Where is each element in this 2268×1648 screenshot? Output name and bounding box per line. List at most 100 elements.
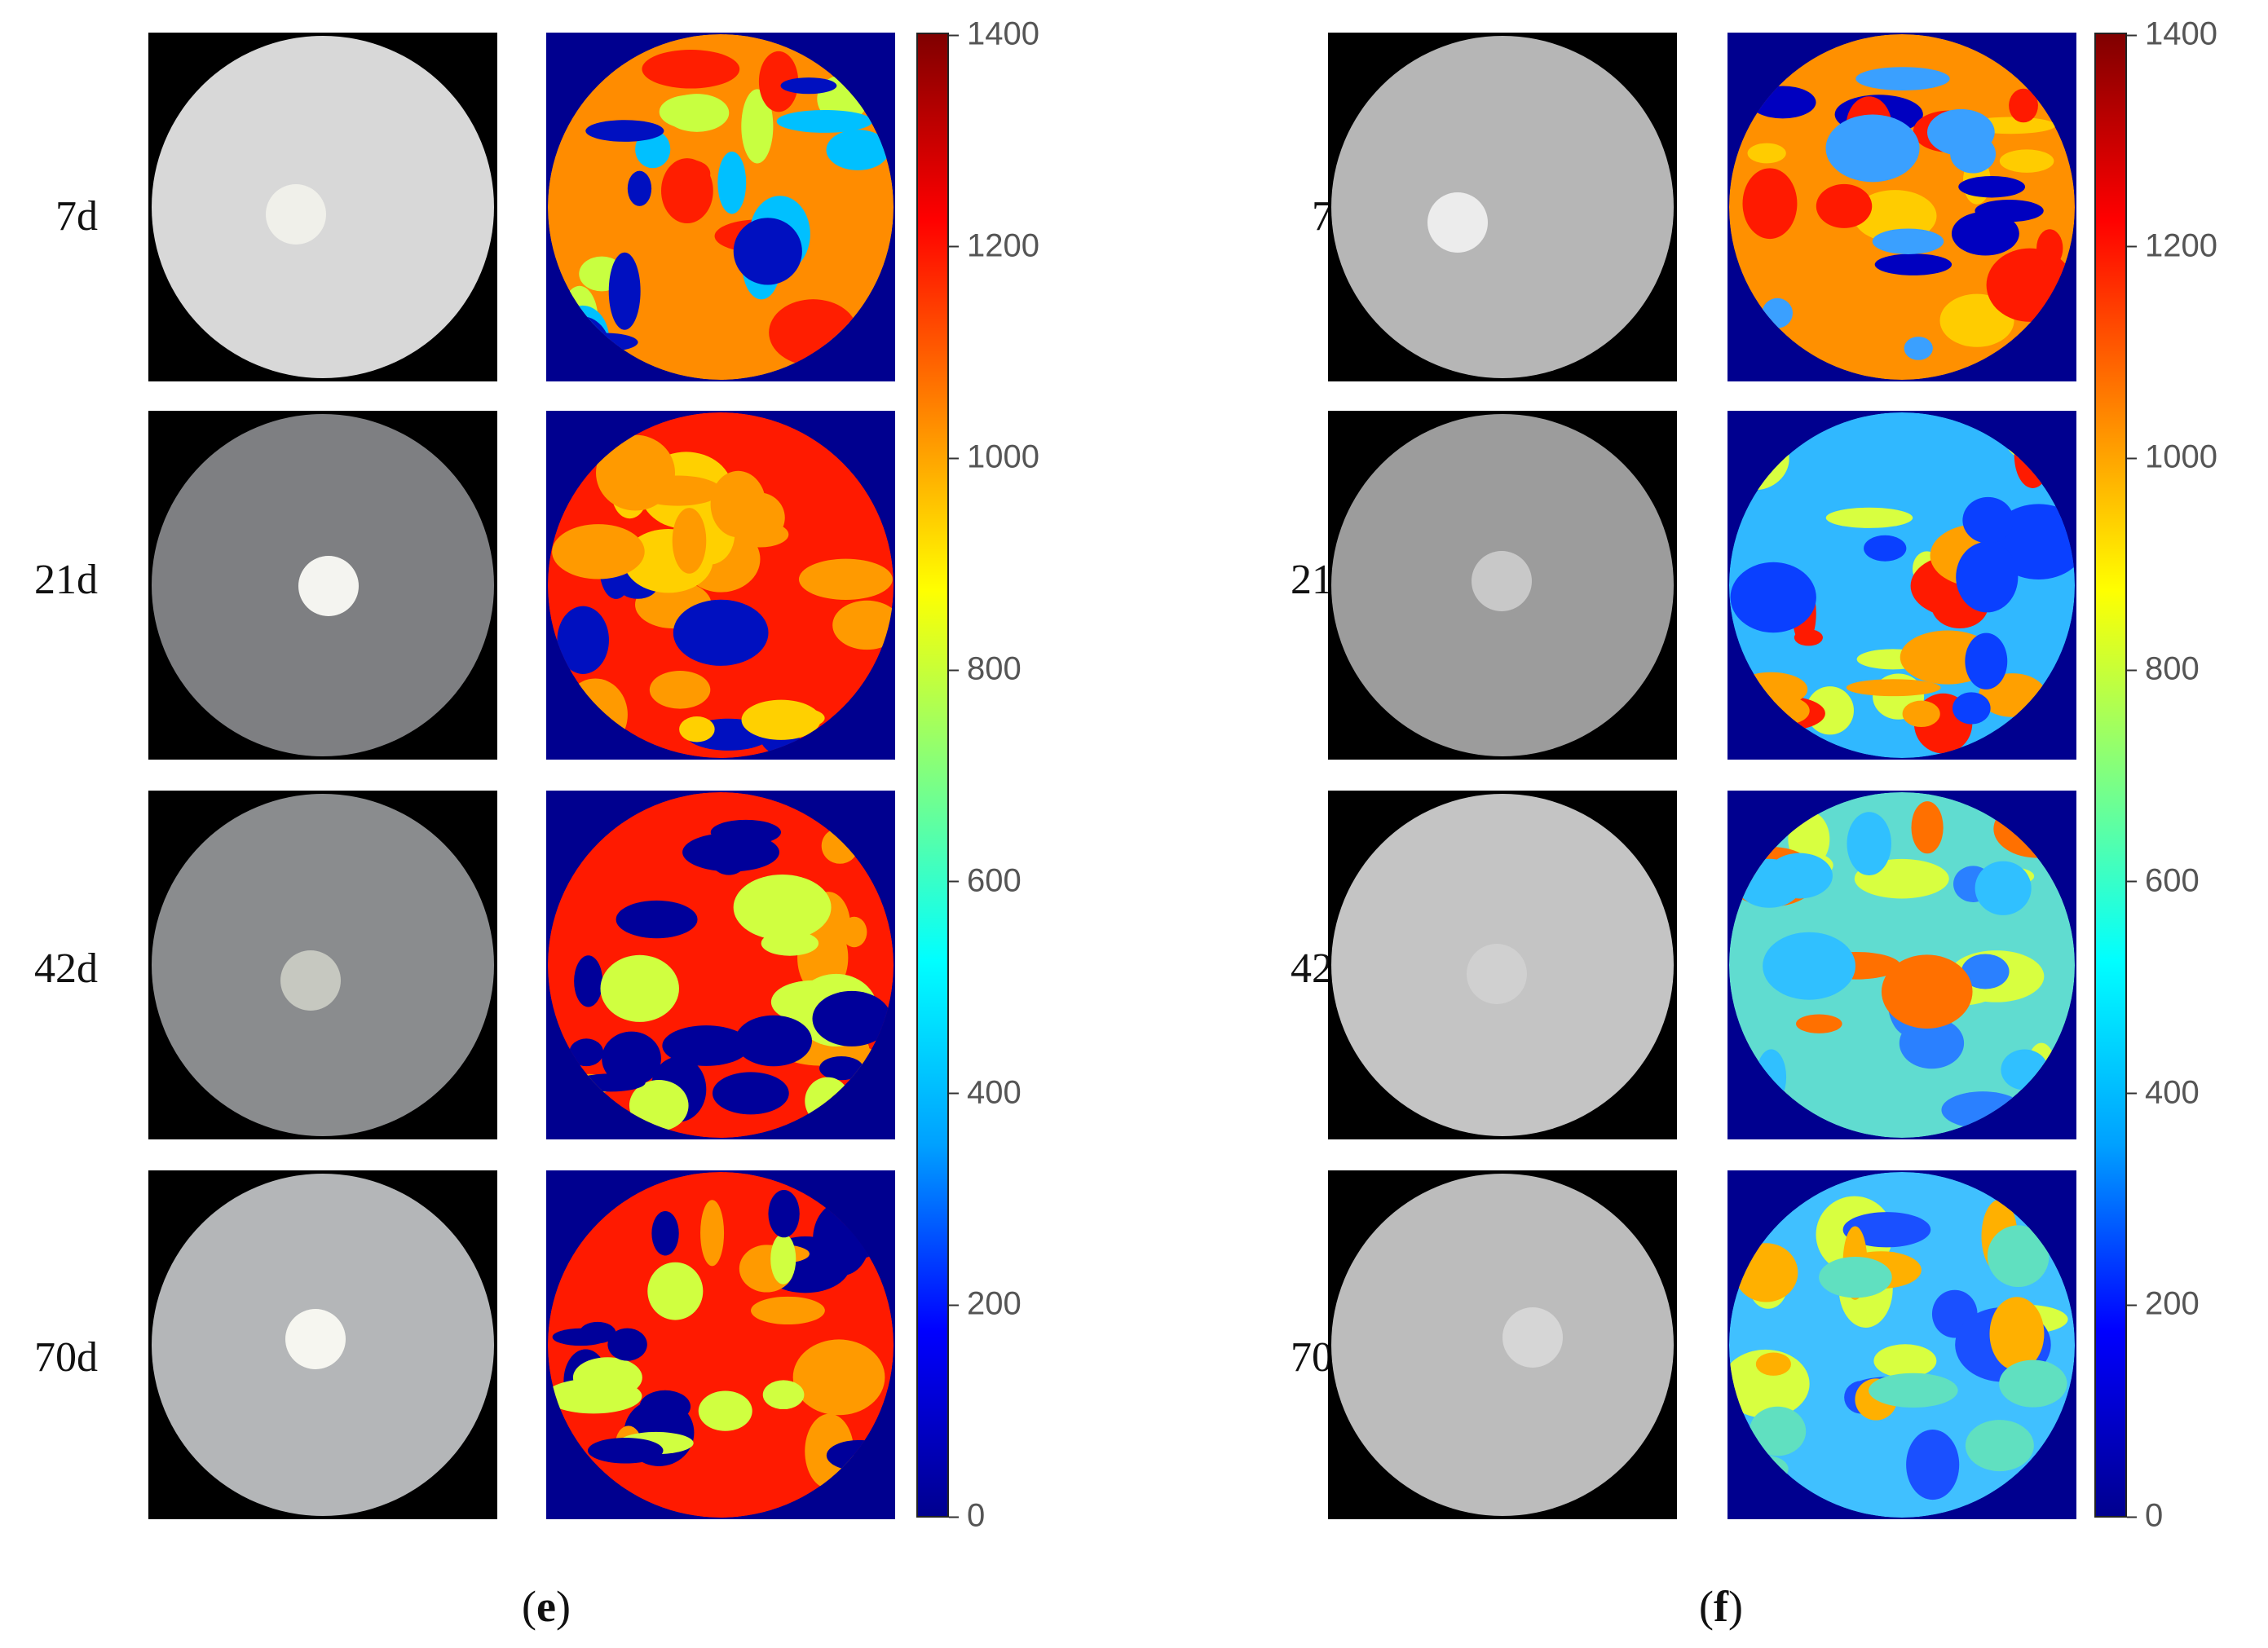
heatmap-patch (1904, 337, 1933, 360)
heatmap-patch (819, 1055, 864, 1081)
heatmap-patch (1975, 199, 2044, 223)
heatmap-patch (1965, 632, 2008, 690)
colorbar-tick-label: 200 (2127, 1285, 2200, 1322)
colorbar-ticks: 1400 1200 1000 800 600 400 200 0 (2126, 16, 2259, 1534)
petri-photo-7d (148, 33, 497, 381)
heatmap-patch (1796, 1014, 1842, 1033)
caption-close: ) (1727, 1582, 1743, 1631)
heatmap-70d (546, 1170, 895, 1519)
heatmap-patch (2001, 1049, 2049, 1091)
heatmap-patch (1755, 1352, 1791, 1376)
heatmap-patch (769, 299, 858, 366)
heatmap-patch (712, 1072, 789, 1115)
colorbar-ticks: 1400 1200 1000 800 600 400 200 0 (948, 16, 1081, 1534)
caption-open: ( (522, 1582, 537, 1631)
heatmap-patch (751, 1296, 825, 1325)
heatmap-patch (1951, 211, 2019, 256)
heatmap-patch (1756, 1049, 1787, 1105)
heatmap-patch (1747, 143, 1786, 164)
heatmap-svg (1729, 1172, 2075, 1518)
colony-core (1467, 944, 1527, 1004)
heatmap-patch (627, 170, 652, 206)
heatmap-patch (563, 678, 628, 751)
heatmap-patch (762, 1380, 805, 1410)
colony-core (1502, 1307, 1563, 1368)
heatmap-patch (574, 955, 603, 1007)
row-label-42d: 42d (34, 945, 98, 992)
heatmap-patch (1825, 114, 1920, 183)
heatmap-21d (546, 411, 895, 760)
heatmap-patch (607, 1328, 647, 1361)
colorbar (2094, 33, 2127, 1518)
heatmap-patch (1734, 1243, 1798, 1302)
heatmap-patch (826, 1439, 893, 1471)
heatmap-svg (548, 792, 894, 1138)
colorbar-tick-label: 400 (2127, 1074, 2200, 1111)
heatmap-patch (587, 1438, 664, 1464)
heatmap-patch (1819, 1256, 1892, 1298)
heatmap-patch (1842, 1212, 1931, 1248)
heatmap-patch (1911, 801, 1944, 854)
colorbar-tick-label: 1000 (949, 438, 1039, 475)
heatmap-patch (776, 109, 873, 133)
colorbar-tick-label: 600 (2127, 862, 2200, 899)
heatmap-patch (557, 606, 609, 674)
heatmap-patch (555, 305, 610, 373)
heatmap-patch (651, 1210, 679, 1256)
heatmap-42d (1727, 791, 2076, 1139)
colony-core (266, 184, 326, 245)
colony-core (280, 950, 341, 1011)
heatmap-patch (1999, 1359, 2067, 1408)
row-label-21d: 21d (34, 557, 98, 603)
heatmap-patch (741, 89, 774, 164)
heatmap-patch (805, 1077, 850, 1126)
heatmap-patch (1741, 1455, 1789, 1483)
colorbar-tick-label: 0 (2126, 1497, 2164, 1534)
heatmap-patch (600, 954, 679, 1022)
panel-f: 7d 21d 42d 70d 1400120010008006004002000… (1134, 0, 2268, 1648)
row-label-70d: 70d (34, 1334, 98, 1381)
heatmap-patch (671, 160, 711, 188)
heatmap-patch (552, 524, 645, 579)
heatmap-patch (1962, 496, 2014, 544)
heatmap-patch (548, 1378, 642, 1414)
heatmap-patch (1766, 697, 1810, 725)
petri-photo-70d (1328, 1170, 1677, 1519)
heatmap-patch (642, 50, 740, 89)
heatmap-patch (2009, 88, 2038, 123)
colony-core (1472, 551, 1532, 611)
heatmap-patch (770, 1233, 796, 1284)
heatmap-7d (1727, 33, 2076, 381)
heatmap-patch (1872, 228, 1944, 254)
heatmap-patch (1749, 1406, 1807, 1456)
heatmap-patch (1742, 168, 1798, 240)
colorbar-tick-label: 800 (2127, 650, 2200, 687)
heatmap-patch (1952, 692, 1991, 725)
heatmap-patch (1873, 1344, 1937, 1378)
colorbar-tick-label: 1000 (2127, 438, 2217, 475)
petri-photo-70d (148, 1170, 497, 1519)
heatmap-patch (1816, 183, 1873, 228)
heatmap-patch (672, 508, 707, 574)
heatmap-7d (546, 33, 895, 381)
heatmap-patch (826, 130, 889, 170)
heatmap-patch (550, 315, 611, 380)
caption-letter: e (536, 1582, 556, 1631)
petri-photo-21d (1328, 411, 1677, 760)
colorbar (916, 33, 949, 1518)
heatmap-patch (717, 473, 748, 531)
caption-letter: f (1714, 1582, 1728, 1631)
colony-core (298, 556, 359, 616)
colorbar-tick-label: 600 (949, 862, 1021, 899)
heatmap-svg (1729, 792, 2075, 1138)
heatmap-patch (1987, 1225, 2050, 1288)
heatmap-patch (767, 707, 825, 729)
heatmap-patch (1965, 1420, 2034, 1472)
heatmap-svg (548, 1172, 894, 1518)
heatmap-patch (633, 475, 722, 506)
colorbar-tick-label: 1200 (2127, 227, 2217, 264)
heatmap-patch (1902, 700, 1940, 728)
petri-photo-7d (1328, 33, 1677, 381)
petri-photo-21d (148, 411, 497, 760)
heatmap-patch (1763, 932, 1855, 1000)
